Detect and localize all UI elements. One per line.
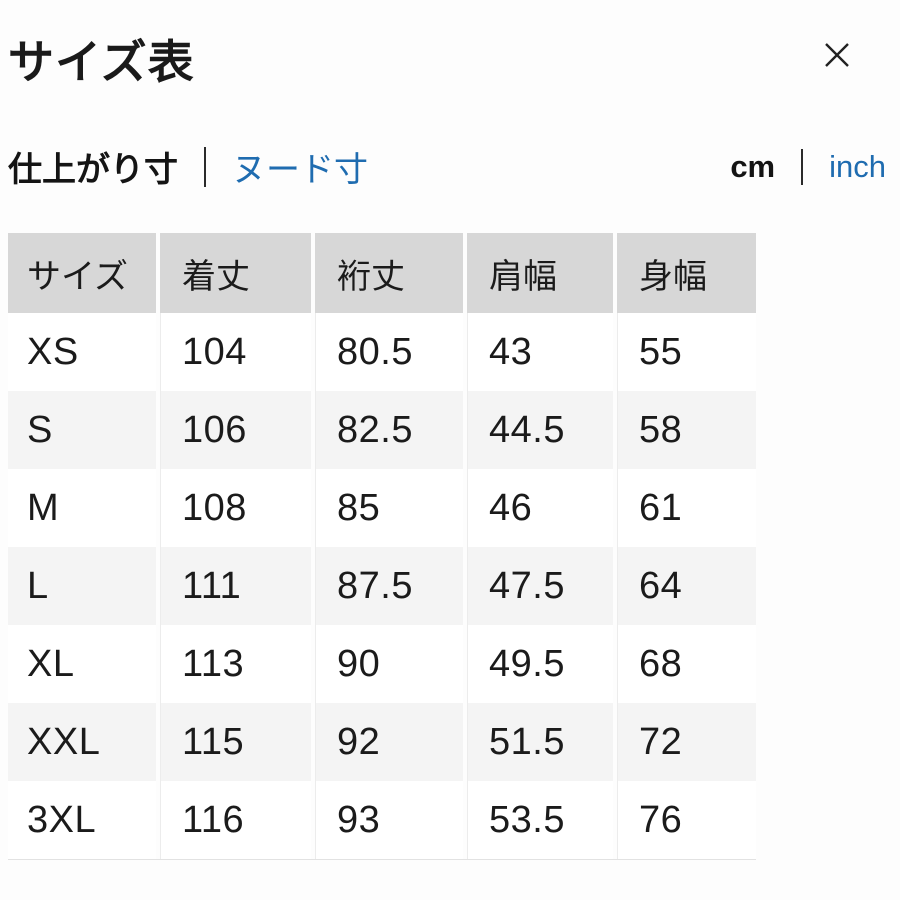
body-cell: 113 xyxy=(156,625,311,703)
table-row-3xl: 3XL 116 93 53.5 76 xyxy=(8,781,756,859)
tabs-row: 仕上がり寸 ヌード寸 cm inch xyxy=(8,142,886,191)
body-cell: 55 xyxy=(613,313,756,391)
tab-nude-measurements[interactable]: ヌード寸 xyxy=(232,142,368,191)
page-title: サイズ表 xyxy=(8,36,195,88)
body-cell: 115 xyxy=(156,703,311,781)
body-cell: 87.5 xyxy=(311,547,463,625)
table-row-m: M 108 85 46 61 xyxy=(8,469,756,547)
close-button[interactable] xyxy=(818,36,856,74)
body-cell: XS xyxy=(8,313,156,391)
unit-cm-button[interactable]: cm xyxy=(730,148,776,184)
body-cell: 61 xyxy=(613,469,756,547)
body-cell: 58 xyxy=(613,391,756,469)
table-row-xxl: XXL 115 92 51.5 72 xyxy=(8,703,756,781)
body-cell: 64 xyxy=(613,547,756,625)
body-cell: 72 xyxy=(613,703,756,781)
body-cell: M xyxy=(8,469,156,547)
size-table: サイズ 着丈 裄丈 肩幅 身幅 XS 104 80.5 43 55 S 106 82.5 44.5 58 M 1… xyxy=(8,233,756,860)
table-row-s: S 106 82.5 44.5 58 xyxy=(8,391,756,469)
body-cell: 93 xyxy=(311,781,463,859)
unit-divider xyxy=(801,148,804,185)
body-cell: 104 xyxy=(156,313,311,391)
header-cell: 着丈 xyxy=(156,233,311,313)
body-cell: 116 xyxy=(156,781,311,859)
body-cell: 76 xyxy=(613,781,756,859)
unit-inch-button[interactable]: inch xyxy=(829,148,886,184)
body-cell: 49.5 xyxy=(463,625,613,703)
header-cell: 身幅 xyxy=(613,233,756,313)
body-cell: 68 xyxy=(613,625,756,703)
body-cell: 90 xyxy=(311,625,463,703)
body-cell: 108 xyxy=(156,469,311,547)
body-cell: 92 xyxy=(311,703,463,781)
header-cell: サイズ xyxy=(8,233,156,313)
tab-divider xyxy=(204,146,206,187)
table-row-xl: XL 113 90 49.5 68 xyxy=(8,625,756,703)
table-row-xs: XS 104 80.5 43 55 xyxy=(8,313,756,391)
body-cell: XL xyxy=(8,625,156,703)
tab-finished-measurements[interactable]: 仕上がり寸 xyxy=(8,142,178,191)
close-icon xyxy=(822,40,852,70)
header-cell: 肩幅 xyxy=(463,233,613,313)
measure-tab-group: 仕上がり寸 ヌード寸 xyxy=(8,142,368,191)
table-header-row: サイズ 着丈 裄丈 肩幅 身幅 xyxy=(8,233,756,313)
body-cell: 44.5 xyxy=(463,391,613,469)
body-cell: 111 xyxy=(156,547,311,625)
body-cell: L xyxy=(8,547,156,625)
body-cell: 3XL xyxy=(8,781,156,859)
body-cell: 85 xyxy=(311,469,463,547)
modal-header: サイズ表 xyxy=(0,0,900,92)
body-cell: 106 xyxy=(156,391,311,469)
body-cell: 51.5 xyxy=(463,703,613,781)
body-cell: 53.5 xyxy=(463,781,613,859)
header-cell: 裄丈 xyxy=(311,233,463,313)
table-row-l: L 111 87.5 47.5 64 xyxy=(8,547,756,625)
body-cell: 80.5 xyxy=(311,313,463,391)
body-cell: XXL xyxy=(8,703,156,781)
unit-toggle-group: cm inch xyxy=(730,148,886,185)
body-cell: 46 xyxy=(463,469,613,547)
body-cell: 43 xyxy=(463,313,613,391)
body-cell: 47.5 xyxy=(463,547,613,625)
body-cell: S xyxy=(8,391,156,469)
body-cell: 82.5 xyxy=(311,391,463,469)
